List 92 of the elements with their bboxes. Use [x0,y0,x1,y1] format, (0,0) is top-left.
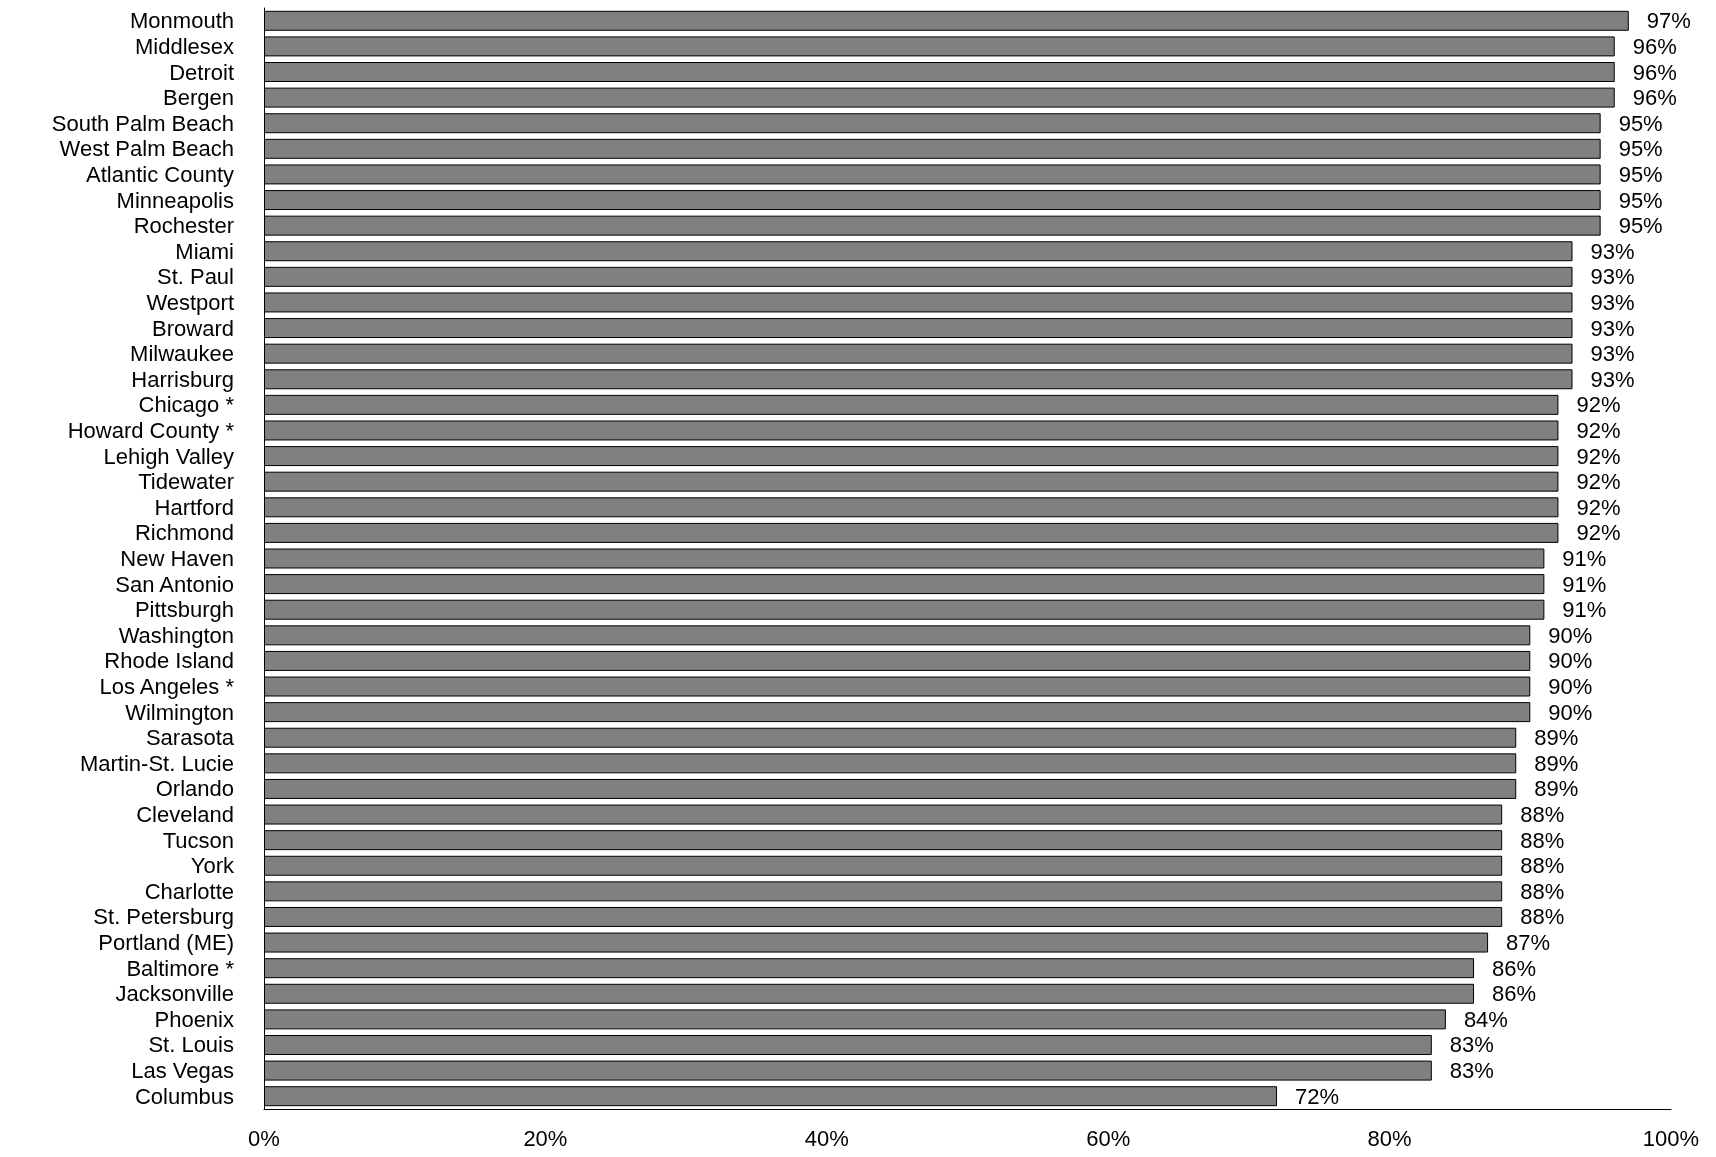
data-label: 92% [1576,494,1621,520]
data-label: 89% [1534,776,1579,802]
y-tick-label: Bergen [163,85,234,111]
data-label: 88% [1520,827,1565,853]
y-tick-label: San Antonio [115,571,234,597]
y-tick-label: St. Paul [156,264,234,290]
y-tick-label: Charlotte [144,878,234,904]
data-label: 88% [1520,878,1565,904]
y-tick-label: Minneapolis [116,187,234,213]
data-label: 92% [1576,443,1621,469]
y-tick-label: Monmouth [130,8,234,34]
data-label: 89% [1534,725,1579,751]
y-tick-label: Harrisburg [131,366,234,392]
y-tick-label: Wilmington [125,699,234,725]
data-label: 92% [1576,469,1621,495]
y-tick-label: Rhode Island [104,648,234,674]
data-label: 90% [1548,622,1593,648]
data-label: 90% [1548,648,1593,674]
data-label: 95% [1618,187,1663,213]
y-tick-label: New Haven [120,546,234,571]
y-tick-label: Baltimore * [126,955,235,981]
y-tick-label: Portland (ME) [98,930,234,956]
y-tick-label: Martin-St. Lucie [79,750,234,776]
y-tick-label: Jacksonville [115,981,234,1007]
y-tick-label: Middlesex [134,33,234,59]
y-tick-label: Sarasota [145,725,235,751]
data-label: 93% [1590,341,1635,367]
data-label: 91% [1562,571,1607,597]
y-tick-label: Atlantic County [86,161,234,187]
y-tick-label: Milwaukee [130,341,234,367]
y-tick-label: South Palm Beach [51,110,234,136]
data-label: 95% [1618,136,1663,162]
y-tick-label: Chicago * [138,392,235,418]
data-label: 88% [1520,904,1565,930]
data-label: 93% [1590,366,1635,392]
data-label: 90% [1548,699,1593,725]
y-tick-label: St. Louis [148,1032,234,1058]
data-label: 93% [1590,238,1635,264]
x-tick-label: 0% [248,1125,280,1151]
data-label: 72% [1295,1083,1340,1109]
y-tick-label: Orlando [155,776,234,802]
data-label: 90% [1548,674,1593,700]
data-label: 83% [1449,1032,1494,1058]
data-label: 91% [1562,597,1607,623]
y-tick-label: Washington [118,622,234,648]
data-label: 93% [1590,289,1635,315]
data-label: 93% [1590,264,1635,290]
y-tick-label: Pittsburgh [134,597,234,623]
y-tick-label: Phoenix [154,1006,234,1032]
y-tick-label: Cleveland [136,802,234,828]
y-tick-label: Detroit [169,59,234,85]
data-label: 86% [1492,955,1537,981]
y-tick-label: Lehigh Valley [103,443,234,469]
data-label: 92% [1576,392,1621,418]
y-tick-label: St. Petersburg [93,904,234,930]
data-label: 88% [1520,853,1565,879]
y-tick-label: Howard County * [67,417,235,443]
x-tick-label: 40% [804,1125,849,1151]
data-label: 96% [1632,33,1677,59]
data-label: 92% [1576,417,1621,443]
data-label: 87% [1506,930,1551,956]
y-tick-label: Las Vegas [131,1058,234,1084]
x-tick-label: 80% [1367,1125,1412,1151]
data-label: 92% [1576,520,1621,546]
data-label: 95% [1618,161,1663,187]
y-tick-label: Los Angeles * [99,674,235,700]
data-label: 83% [1449,1058,1494,1084]
x-tick-label: 20% [523,1125,568,1151]
x-tick-label: 100% [1642,1125,1700,1151]
y-tick-label: York [190,853,235,879]
data-label: 95% [1618,213,1663,239]
data-label: 91% [1562,546,1607,571]
data-label: 95% [1618,110,1663,136]
data-label: 89% [1534,750,1579,776]
y-tick-label: Miami [175,238,234,264]
y-tick-label: Rochester [133,213,234,239]
y-tick-label: Tucson [162,827,234,853]
y-tick-label: Columbus [134,1083,234,1109]
y-tick-label: Broward [152,315,234,341]
data-label: 97% [1646,8,1691,34]
data-label: 96% [1632,85,1677,111]
x-tick-label: 60% [1086,1125,1131,1151]
y-tick-label: Westport [146,289,234,315]
y-tick-label: West Palm Beach [59,136,234,162]
data-label: 96% [1632,59,1677,85]
y-tick-label: Hartford [154,494,234,520]
data-label: 84% [1463,1006,1508,1032]
y-tick-label: Tidewater [138,469,234,495]
data-label: 93% [1590,315,1635,341]
data-label: 88% [1520,802,1565,828]
y-tick-label: Richmond [134,520,234,546]
data-label: 86% [1492,981,1537,1007]
